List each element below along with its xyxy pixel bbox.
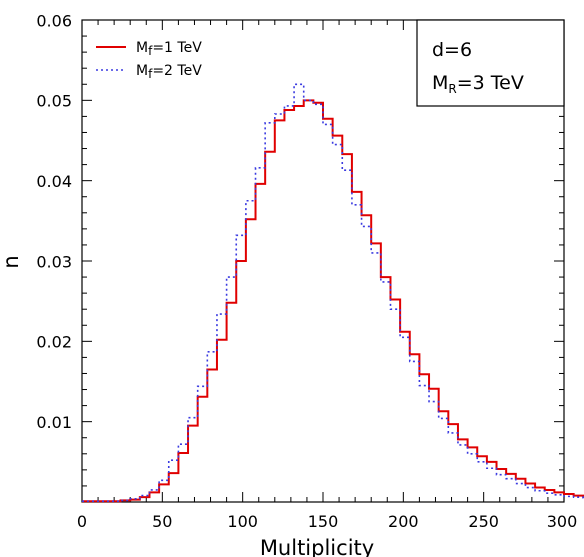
- y-axis-title: n: [0, 255, 23, 268]
- parameter-box: d=6 MR=3 TeV: [416, 19, 565, 107]
- parameter-box-frame: [416, 19, 565, 107]
- x-tick-labels: 0 50 100 150 200 250 300: [77, 512, 577, 531]
- x-tick-label: 200: [388, 512, 419, 531]
- x-tick-label: 100: [227, 512, 258, 531]
- series-line-mf-2-tev: [82, 83, 584, 502]
- y-tick-label: 0.02: [36, 333, 72, 352]
- parameter-mr: MR=3 TeV: [432, 72, 524, 96]
- x-axis-title: Multiplicity: [260, 536, 374, 557]
- x-tick-label: 150: [308, 512, 339, 531]
- parameter-d: d=6: [432, 39, 472, 61]
- legend-label-mf-2-tev: Mf=2 TeV: [136, 63, 202, 81]
- legend-label-mf-1-tev: Mf=1 TeV: [136, 40, 202, 58]
- x-tick-label: 300: [547, 512, 578, 531]
- x-tick-label: 0: [77, 512, 87, 531]
- y-tick-label: 0.03: [36, 252, 72, 271]
- x-tick-label: 250: [468, 512, 499, 531]
- y-tick-labels: 0.01 0.02 0.03 0.04 0.05 0.06: [36, 11, 72, 432]
- y-tick-label: 0.05: [36, 92, 72, 111]
- legend: Mf=1 TeV Mf=2 TeV: [96, 40, 202, 81]
- x-tick-label: 50: [152, 512, 172, 531]
- y-tick-label: 0.01: [36, 413, 72, 432]
- y-tick-label: 0.06: [36, 11, 72, 30]
- y-tick-label: 0.04: [36, 172, 72, 191]
- series-line-mf-1-tev: [82, 99, 584, 503]
